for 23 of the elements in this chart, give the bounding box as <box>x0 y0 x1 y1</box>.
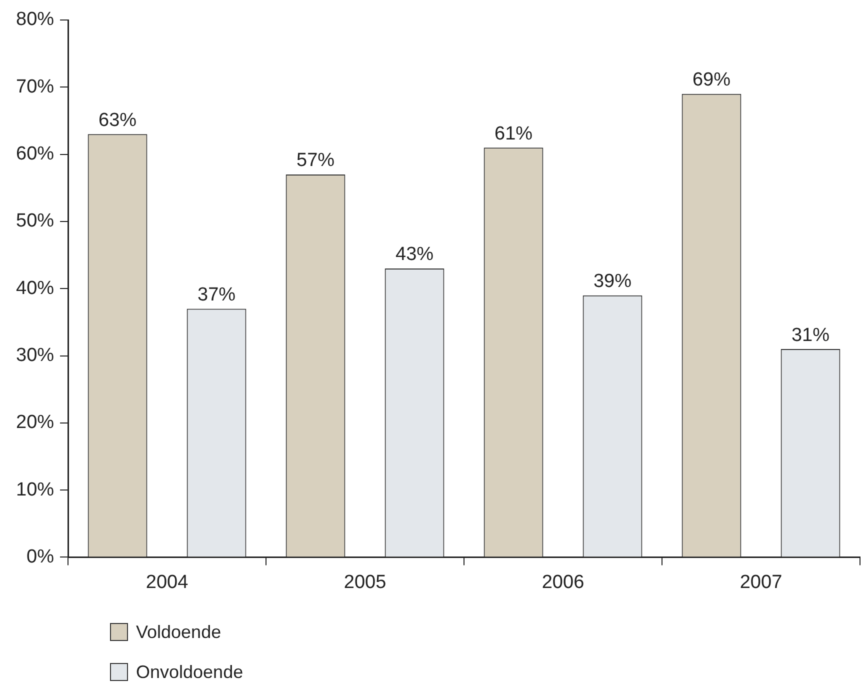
y-tick-label: 0% <box>26 546 54 568</box>
y-tick-label: 60% <box>16 144 54 165</box>
y-tick-label: 30% <box>16 344 54 366</box>
x-tick-label: 2007 <box>740 572 782 593</box>
x-tick-label: 2005 <box>344 572 386 593</box>
x-tick-label: 2006 <box>542 572 584 593</box>
y-tick-label: 50% <box>16 210 54 232</box>
data-label: 31% <box>791 324 830 346</box>
y-tick-label: 40% <box>16 278 54 299</box>
data-label: 37% <box>198 284 236 306</box>
y-tick-label: 80% <box>16 9 54 30</box>
data-label: 61% <box>494 123 533 144</box>
y-tick-label: 70% <box>16 76 54 98</box>
data-label: 39% <box>593 271 632 292</box>
data-label: 43% <box>396 244 434 266</box>
y-tick-label: 10% <box>16 479 54 500</box>
y-tick-label: 20% <box>16 412 54 434</box>
data-label: 69% <box>692 70 731 91</box>
legend-label: Voldoende <box>136 622 222 642</box>
data-label: 63% <box>98 110 137 131</box>
x-tick-label: 2004 <box>146 572 189 593</box>
data-label: 57% <box>296 150 335 172</box>
legend-label: Onvoldoende <box>136 662 244 682</box>
